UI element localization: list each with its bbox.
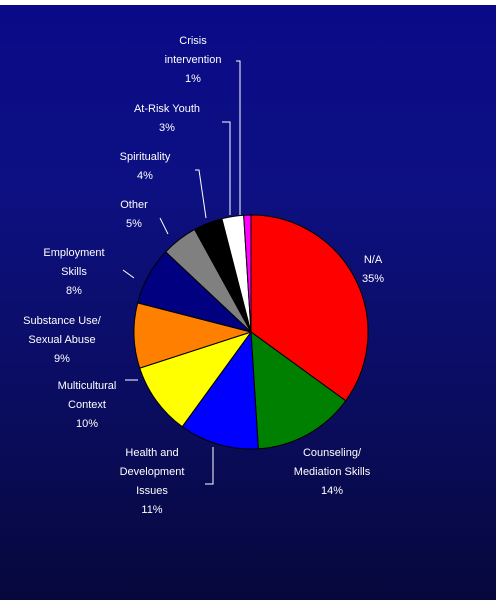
- slice-label-3: Multicultural Context 10%: [58, 380, 117, 430]
- leader-line-6: [159, 217, 169, 235]
- slice-label-6: Other 5%: [120, 199, 148, 230]
- slice-label-4: Substance Use/Sexual Abuse 9%: [23, 315, 102, 365]
- leader-line-8: [222, 121, 231, 215]
- slice-label-1: Counseling/Mediation Skills 14%: [294, 447, 371, 497]
- slice-label-0: N/A 35%: [362, 254, 384, 285]
- slice-label-7: Spirituality 4%: [120, 151, 171, 182]
- pie-slice-9: [243, 214, 252, 333]
- pie-slice-3: [139, 331, 253, 428]
- slice-label-8: At-Risk Youth 3%: [134, 103, 200, 134]
- leader-line-9: [236, 60, 241, 215]
- leader-line-7: [195, 169, 207, 219]
- slice-label-9: Crisis intervention 1%: [165, 35, 222, 85]
- slice-label-2: Health and Development Issues 11%: [120, 447, 185, 516]
- leader-line-2: [205, 447, 214, 485]
- leader-line-5: [122, 269, 135, 279]
- pie-slice-2: [181, 330, 259, 450]
- pie-slice-1: [250, 330, 347, 450]
- pie-slice-0: [250, 214, 369, 402]
- slice-label-5: Employment Skills 8%: [43, 247, 104, 297]
